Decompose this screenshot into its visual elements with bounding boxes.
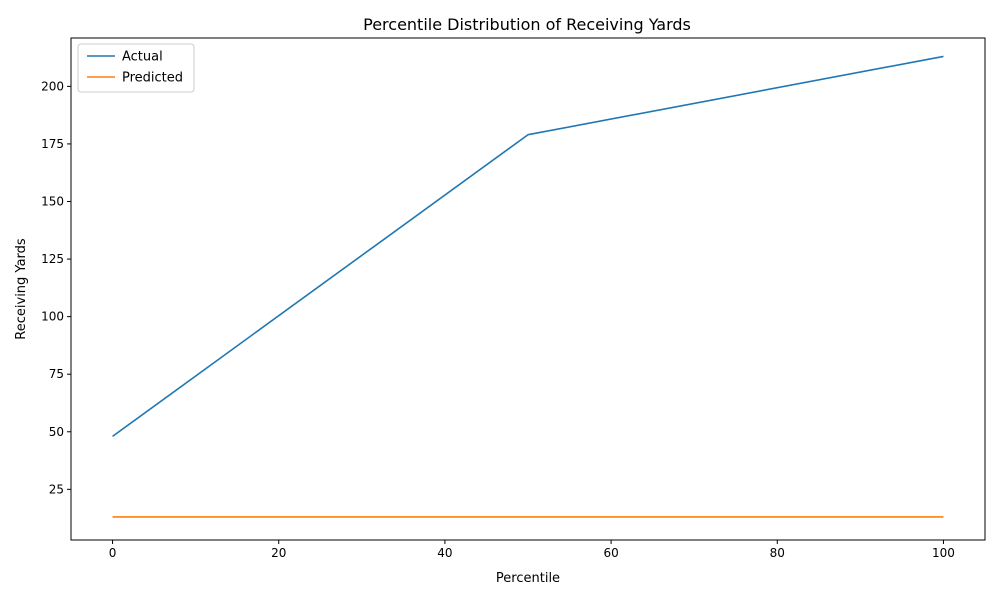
x-tick-label: 60	[603, 546, 618, 560]
y-tick-label: 50	[49, 425, 64, 439]
series-line-actual	[112, 55, 944, 438]
y-axis-ticks: 25 50 75 100 125 150 175 200	[41, 79, 71, 496]
plot-frame	[70, 37, 986, 541]
x-tick-label: 0	[109, 546, 117, 560]
y-tick-label: 25	[49, 482, 64, 496]
plot-area	[71, 38, 985, 540]
x-tick-label: 20	[271, 546, 286, 560]
y-tick-label: 75	[49, 367, 64, 381]
chart-title: Percentile Distribution of Receiving Yar…	[363, 15, 691, 34]
y-axis-title: Receiving Yards	[14, 238, 29, 340]
y-tick-label: 200	[41, 79, 64, 93]
y-tick-label: 100	[41, 310, 64, 324]
y-tick-label: 125	[41, 252, 64, 266]
legend-label-actual: Actual	[122, 50, 163, 65]
legend-label-predicted: Predicted	[122, 71, 183, 86]
x-axis-ticks: 0 20 40 60 80 100	[109, 540, 955, 560]
x-tick-label: 40	[437, 546, 452, 560]
x-tick-label: 100	[932, 546, 955, 560]
series-lines	[112, 55, 944, 518]
x-axis-title: Percentile	[496, 571, 560, 586]
y-tick-label: 150	[41, 194, 64, 208]
y-tick-label: 175	[41, 137, 64, 151]
x-tick-label: 80	[770, 546, 785, 560]
legend: Actual Predicted	[77, 43, 195, 93]
